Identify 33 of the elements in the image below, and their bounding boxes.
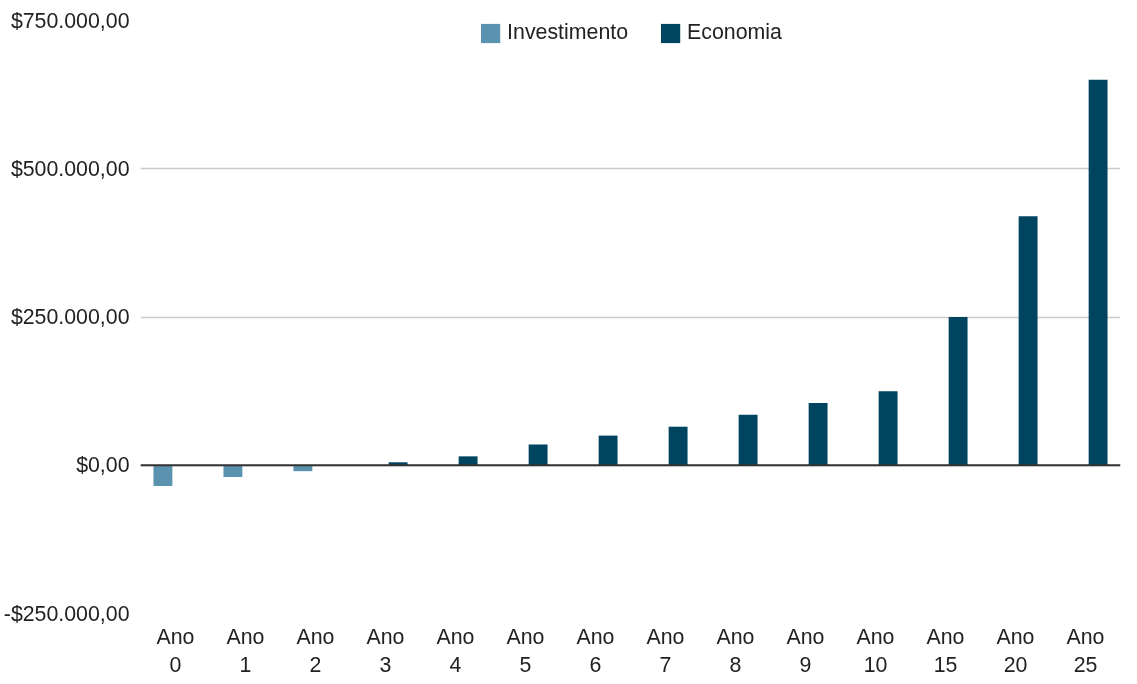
legend-label: Economia	[687, 20, 782, 45]
x-tick-label: Ano 4	[436, 624, 475, 678]
y-tick-label: $750.000,00	[10, 8, 130, 33]
x-tick-label: Ano 0	[156, 624, 195, 678]
x-tick-label: Ano 2	[296, 624, 335, 678]
bar	[948, 317, 968, 466]
bar	[668, 426, 688, 466]
x-tick-label: Ano 1	[226, 624, 265, 678]
x-tick-label: Ano 3	[366, 624, 405, 678]
x-tick-label: Ano 7	[646, 624, 685, 678]
y-tick-label: -$250.000,00	[3, 601, 130, 626]
x-tick-label: Ano 25	[1066, 624, 1105, 678]
x-tick-label: Ano 5	[506, 624, 545, 678]
bar	[738, 414, 758, 466]
legend-label: Investimento	[507, 20, 629, 45]
bar	[808, 402, 828, 466]
y-tick-label: $0,00	[76, 453, 130, 478]
x-tick-label: Ano 10	[856, 624, 895, 678]
bar	[528, 444, 548, 466]
x-tick-label: Ano 15	[926, 624, 965, 678]
x-tick-label: Ano 20	[996, 624, 1035, 678]
bar	[153, 465, 173, 487]
bar	[223, 465, 243, 478]
bar	[1088, 79, 1108, 466]
y-tick-label: $500.000,00	[10, 156, 130, 181]
x-tick-label: Ano 8	[716, 624, 755, 678]
y-tick-label: $250.000,00	[10, 305, 130, 329]
bar	[1018, 216, 1038, 466]
bar	[598, 435, 618, 466]
x-tick-label: Ano 6	[576, 624, 615, 678]
bar	[878, 391, 898, 466]
bar	[458, 456, 478, 466]
x-tick-label: Ano 9	[786, 624, 825, 678]
